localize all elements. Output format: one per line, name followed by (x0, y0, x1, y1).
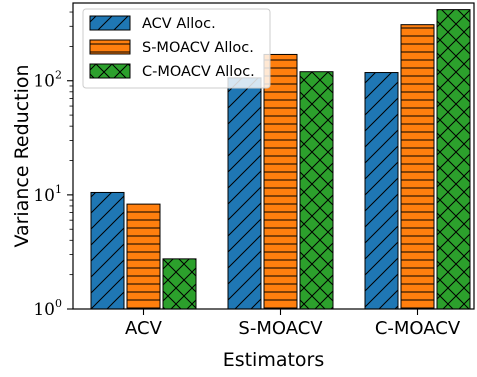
bar-c-moacv-acv-alloc (364, 72, 399, 310)
y-axis-ticks: 100 101 102 (33, 11, 73, 320)
bar-acv-s-moacv-alloc (126, 203, 161, 310)
bar-acv-acv-alloc (90, 191, 125, 310)
x-tick-label: C-MOACV (375, 318, 461, 339)
bar-c-moacv-c-moacv-alloc (436, 9, 471, 310)
legend-item: S-MOACV Alloc. (89, 39, 254, 56)
legend-item: C-MOACV Alloc. (89, 63, 255, 80)
x-tick-label: S-MOACV (238, 318, 323, 339)
bar-s-moacv-s-moacv-alloc (263, 53, 298, 310)
legend-item: ACV Alloc. (89, 15, 216, 32)
plot-frame (72, 2, 475, 310)
y-axis-title: Variance Reduction (11, 64, 33, 247)
y-tick-label: 100 (33, 297, 62, 320)
bar-s-moacv-acv-alloc (227, 77, 262, 310)
bar-c-moacv-s-moacv-alloc (400, 24, 435, 310)
legend-label: S-MOACV Alloc. (142, 40, 254, 56)
legend: ACV Alloc. S-MOACV Alloc. C-MOACV Alloc. (82, 8, 271, 89)
y-tick-label: 102 (33, 69, 62, 92)
legend-label: ACV Alloc. (142, 16, 216, 32)
bar-s-moacv-c-moacv-alloc (299, 71, 334, 310)
x-tick-label: ACV (125, 318, 163, 339)
x-axis-ticks: ACV S-MOACV C-MOACV (125, 309, 461, 339)
bar-acv-c-moacv-alloc (162, 258, 197, 310)
bars-layer (90, 9, 471, 310)
legend-label: C-MOACV Alloc. (142, 64, 255, 80)
x-axis-title: Estimators (223, 349, 325, 371)
y-tick-label: 101 (33, 183, 62, 206)
